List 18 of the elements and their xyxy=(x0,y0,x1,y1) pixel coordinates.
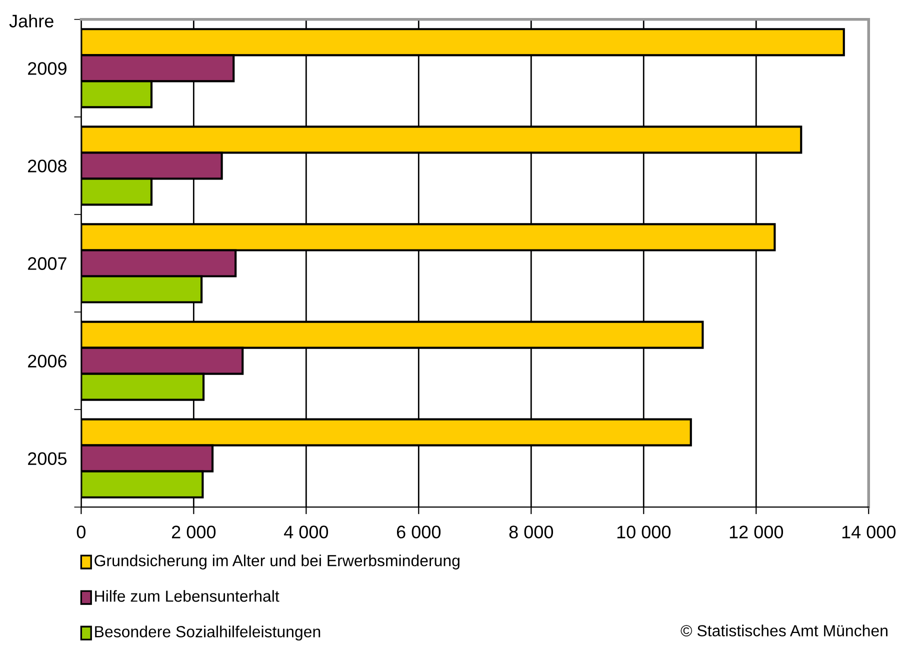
x-tick-label: 4 000 xyxy=(284,526,328,538)
y-tick-label: 2005 xyxy=(28,452,67,466)
x-tick-label: 8 000 xyxy=(509,526,554,538)
legend-label: Grundsicherung im Alter und bei Erwerbsminderung xyxy=(94,554,460,570)
y-tick-label: 2009 xyxy=(28,62,66,75)
x-tick-label: 14 000 xyxy=(842,526,896,538)
y-axis-title: Jahre xyxy=(9,14,54,28)
text: © Statistisches Amt München xyxy=(680,624,888,636)
y-tick-label: 2007 xyxy=(28,257,66,270)
x-tick-label: 6 000 xyxy=(396,526,441,538)
y-tick-label: 2008 xyxy=(28,160,67,172)
x-tick-label: 2 000 xyxy=(172,526,216,538)
y-tick-label: 2006 xyxy=(28,354,66,368)
x-tick-label: 12 000 xyxy=(730,526,784,538)
legend-label: Hilfe zum Lebensunterhalt xyxy=(95,590,280,602)
x-tick-label: 10 000 xyxy=(617,526,671,538)
legend-label: Besondere Sozialhilfeleistungen xyxy=(95,626,320,641)
x-tick-label: 0 xyxy=(76,526,86,538)
